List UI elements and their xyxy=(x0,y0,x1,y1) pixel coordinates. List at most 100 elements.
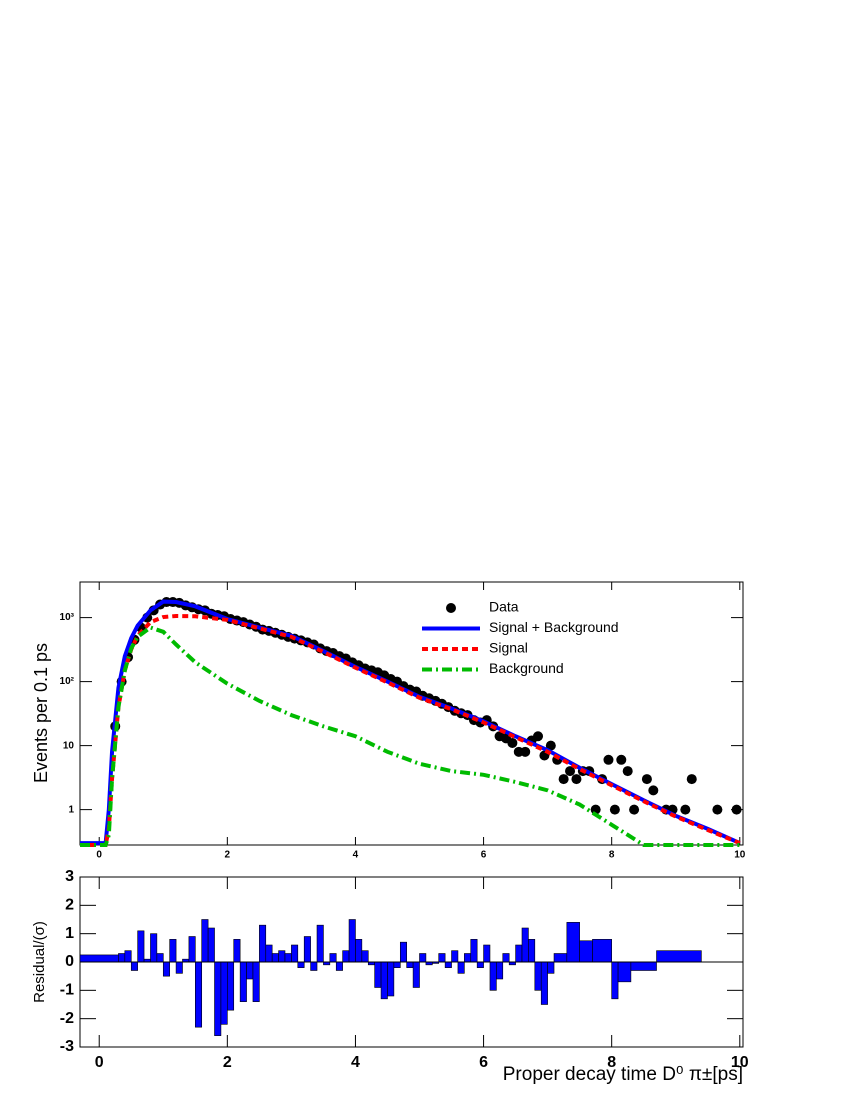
x-tick-label: 4 xyxy=(353,850,359,861)
legend-label: Signal xyxy=(489,640,528,656)
residual-bar xyxy=(566,922,580,963)
x-tick-label: 2 xyxy=(225,850,231,861)
residual-bar xyxy=(348,919,356,963)
y-axis-label: Events per 0.1 ps xyxy=(31,643,51,783)
residual-bar xyxy=(457,961,465,974)
residual-bar xyxy=(387,961,395,997)
fit-curve xyxy=(80,625,740,847)
data-point xyxy=(629,804,640,815)
legend-label: Background xyxy=(489,660,564,676)
x-tick-label: 0 xyxy=(95,1054,104,1071)
residual-bar xyxy=(265,944,273,963)
residual-bar xyxy=(284,953,292,963)
residual-bar xyxy=(476,961,484,968)
residual-bar xyxy=(444,961,452,968)
x-tick-label: 6 xyxy=(479,1054,488,1071)
residual-bar xyxy=(239,961,247,1002)
fit-curve xyxy=(80,599,741,846)
data-point xyxy=(680,804,691,815)
residual-bar xyxy=(137,930,145,963)
y-tick-label: 2 xyxy=(65,897,74,914)
y-tick-label: 3 xyxy=(65,868,74,885)
data-point xyxy=(731,804,742,815)
residual-bar xyxy=(528,939,536,963)
residual-bar xyxy=(617,961,632,983)
y-axis-label: Residual/(σ) xyxy=(31,921,48,1003)
residual-bar xyxy=(579,940,593,963)
data-point xyxy=(565,766,576,777)
residual-bar xyxy=(220,961,228,1025)
residual-bar xyxy=(150,933,158,963)
residual-bar xyxy=(252,961,260,1002)
residual-bar xyxy=(291,944,299,963)
residual-bar xyxy=(201,919,209,963)
residual-bar xyxy=(227,961,235,1011)
data-point xyxy=(622,766,633,777)
data-point xyxy=(712,804,723,815)
data-point xyxy=(520,746,531,757)
data-point xyxy=(545,740,556,751)
residual-bar xyxy=(79,954,119,963)
x-tick-label: 2 xyxy=(223,1054,232,1071)
y-tick-label: 1 xyxy=(65,925,74,942)
residual-bar xyxy=(496,961,504,980)
residual-bar xyxy=(271,953,279,963)
residual-bar xyxy=(464,953,472,963)
legend-label: Signal + Background xyxy=(489,619,619,635)
residual-bar xyxy=(412,961,420,988)
residual-bar xyxy=(515,944,523,963)
residual-bar xyxy=(297,961,305,968)
x-tick-label: 8 xyxy=(607,1054,616,1071)
residual-bar xyxy=(489,961,497,991)
y-tick-label: 0 xyxy=(65,953,74,970)
residual-bar xyxy=(611,961,619,1000)
x-axis-label: Proper decay time D⁰ π±[ps] xyxy=(503,1064,743,1085)
x-tick-label: 0 xyxy=(96,850,102,861)
residual-bar xyxy=(521,927,529,963)
x-tick-label: 6 xyxy=(481,850,487,861)
residual-bar xyxy=(419,953,427,963)
y-tick-label: -2 xyxy=(60,1010,74,1027)
residual-bar xyxy=(169,939,177,963)
data-point xyxy=(571,774,582,785)
residual-bar xyxy=(502,953,510,963)
residual-bar xyxy=(246,961,254,980)
legend-label: Data xyxy=(489,599,519,615)
legend-marker xyxy=(446,603,456,613)
residual-bar xyxy=(310,961,318,971)
x-tick-label: 10 xyxy=(731,1054,749,1071)
residual-bar xyxy=(316,924,324,963)
data-point xyxy=(641,774,652,785)
residual-bar xyxy=(406,961,414,968)
y-tick-label: -1 xyxy=(60,982,74,999)
residual-bar xyxy=(630,961,657,971)
residual-bar xyxy=(393,961,401,968)
residual-bar xyxy=(335,961,343,971)
residual-bar xyxy=(162,961,170,977)
residual-bar xyxy=(156,953,164,963)
residual-bar xyxy=(124,950,132,963)
residual-bar xyxy=(259,924,267,963)
y-tick-label: 10³ xyxy=(60,612,75,623)
data-point xyxy=(686,774,697,785)
residual-bar xyxy=(470,939,478,963)
x-tick-label: 10 xyxy=(734,850,746,861)
residual-bar xyxy=(342,950,350,963)
fit-curve xyxy=(80,613,741,847)
residual-bar xyxy=(656,950,702,963)
residual-bar xyxy=(540,961,548,1005)
residual-bar xyxy=(399,941,407,963)
data-point xyxy=(609,804,620,815)
x-tick-label: 4 xyxy=(351,1054,360,1071)
residual-bar xyxy=(278,950,286,963)
residual-bar xyxy=(207,927,215,963)
residual-bar xyxy=(483,944,491,963)
data-point xyxy=(558,774,569,785)
data-point xyxy=(648,785,659,796)
residual-bar xyxy=(592,939,612,963)
x-tick-label: 8 xyxy=(609,850,615,861)
data-point xyxy=(507,737,518,748)
residual-bar xyxy=(329,953,337,963)
